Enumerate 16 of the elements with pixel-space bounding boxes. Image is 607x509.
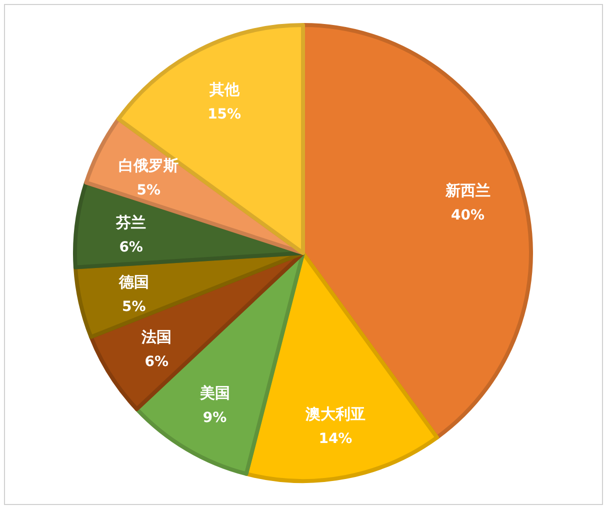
slice-label: 芬兰 — [115, 213, 146, 232]
data-label: 5% — [122, 298, 146, 315]
data-label: 5% — [136, 182, 160, 198]
data-label: 14% — [318, 431, 352, 448]
slice-label: 美国 — [198, 384, 230, 402]
data-label: 15% — [208, 106, 242, 123]
data-label: 6% — [144, 354, 169, 370]
slice-label: 白俄罗斯 — [118, 156, 179, 174]
data-label: 6% — [119, 239, 143, 256]
slice-label: 法国 — [140, 328, 172, 346]
slice-label: 澳大利亚 — [304, 405, 366, 424]
data-label: 40% — [451, 207, 485, 224]
slice-label: 新西兰 — [444, 181, 490, 200]
data-label: 9% — [202, 410, 227, 426]
slice-label: 德国 — [118, 272, 149, 291]
slice-label: 其他 — [208, 80, 240, 99]
